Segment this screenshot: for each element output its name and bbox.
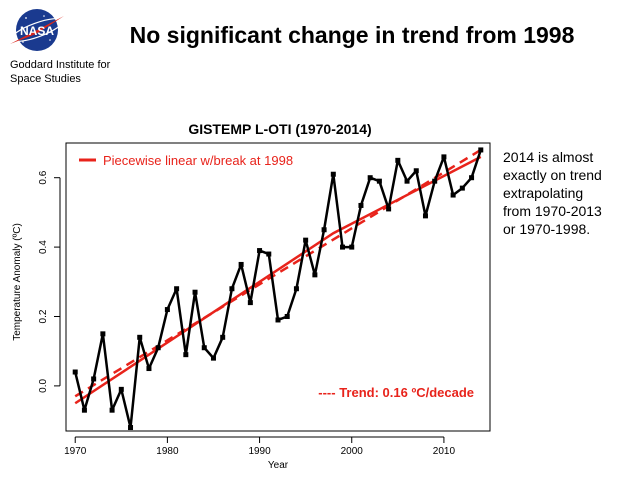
anomaly-point [459,185,465,191]
anomaly-point [137,334,143,340]
anomaly-point [81,407,87,413]
anomaly-point [321,227,327,233]
anomaly-point [201,345,207,351]
anomaly-point [478,147,484,153]
anomaly-point [118,386,124,392]
anomaly-point [257,248,263,254]
anomaly-point [155,345,161,351]
x-tick-label: 1990 [248,446,271,457]
anomaly-point [469,175,475,181]
anomaly-point [358,202,364,208]
note-line-5: or 1970-1998. [503,221,591,237]
note-line-4: from 1970-2013 [503,203,602,219]
piecewise-trend-line [74,155,482,405]
x-tick-label: 2010 [433,446,456,457]
series-layer [72,147,484,431]
anomaly-point [441,154,447,160]
anomaly-point [109,407,115,413]
org-line-2: Space Studies [10,73,81,85]
note-line-1: 2014 is almost [503,149,594,165]
y-axis-label: Temperature Anomaly (ºC) [12,223,23,341]
plot-frame [65,142,491,432]
anomaly-point [220,334,226,340]
anomaly-point [293,286,299,292]
anomaly-point [164,307,170,313]
anomaly-point [450,192,456,198]
organization-name: Goddard Institute for Space Studies [10,58,110,86]
trend-label: ---- Trend: 0.16 ºC/decade [318,385,474,400]
nasa-logo-text: NASA [20,24,54,38]
anomaly-point [312,272,318,278]
anomaly-point [284,313,290,319]
x-tick-label: 1980 [156,446,179,457]
annotation-note: 2014 is almost exactly on trend extrapol… [503,148,639,238]
y-tick-label: 0.6 [38,170,49,184]
anomaly-point [376,178,382,184]
anomaly-point [146,366,152,372]
anomaly-point [340,244,346,250]
anomaly-point [91,376,97,382]
anomaly-point [303,237,309,243]
anomaly-point [266,251,272,257]
anomaly-point [330,171,336,177]
anomaly-point [432,178,438,184]
anomaly-point [100,331,106,337]
anomaly-point [210,355,216,361]
y-tick-label: 0.0 [38,379,49,393]
axes: 1970 1980 1990 2000 2010 0.0 0.2 0.4 0.6 [38,170,455,457]
anomaly-point [229,286,235,292]
legend-label-piecewise: Piecewise linear w/break at 1998 [103,153,293,168]
anomaly-point [183,352,189,358]
anomaly-point [404,178,410,184]
x-tick-label: 1970 [64,446,87,457]
note-line-3: extrapolating [503,185,584,201]
anomaly-point [174,286,180,292]
anomaly-point [422,213,428,219]
note-line-2: exactly on trend [503,167,602,183]
anomaly-point [275,317,281,323]
chart-title: GISTEMP L-OTI (1970-2014) [188,121,372,137]
y-tick-label: 0.2 [38,309,49,323]
nasa-logo-chevron [10,16,64,44]
x-tick-label: 2000 [341,446,364,457]
nasa-logo: NASA [6,4,68,54]
anomaly-point [192,289,198,295]
anomaly-point [238,261,244,267]
legend: Piecewise linear w/break at 1998 [79,153,293,168]
anomaly-point [247,300,253,306]
anomaly-point [367,175,373,181]
org-line-1: Goddard Institute for [10,59,111,71]
anomaly-point [386,206,392,212]
anomaly-point [128,425,134,431]
anomaly-point [395,157,401,163]
anomaly-point [349,244,355,250]
anomaly-point [413,168,419,174]
y-tick-label: 0.4 [38,240,49,254]
anomaly-point [72,369,78,375]
slide-title: No significant change in trend from 1998 [129,22,575,48]
x-axis-label: Year [268,460,289,471]
